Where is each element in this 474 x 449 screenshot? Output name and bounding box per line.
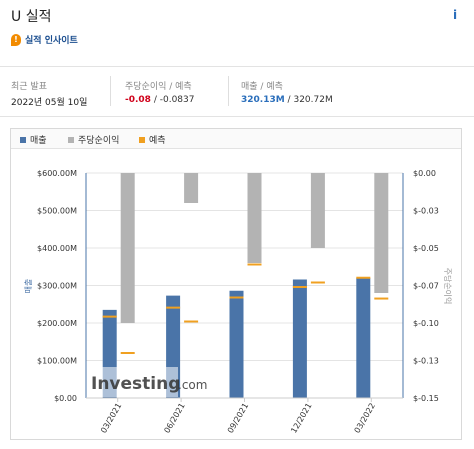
x-tick-label: 12/2021 (289, 402, 313, 435)
y-left-tick-label: $400.00M (37, 244, 77, 253)
y-left-tick-label: $100.00M (37, 357, 77, 366)
y-right-axis-label: 주당순이익 (443, 268, 453, 305)
legend-item-eps[interactable]: 주당순이익 (68, 133, 119, 146)
watermark-text: Investing (91, 374, 180, 394)
eps-bar (374, 173, 389, 293)
x-tick-label: 03/2021 (99, 402, 123, 435)
y-left-tick-label: $300.00M (37, 282, 77, 291)
y-right-tick-label: $-0.07 (413, 282, 439, 291)
stat-revenue-separator: / (284, 95, 291, 105)
x-tick-label: 06/2021 (162, 402, 186, 435)
y-right-tick-label: $0.00 (413, 169, 436, 178)
y-left-tick-label: $600.00M (37, 169, 77, 178)
revenue-bar (356, 277, 371, 398)
divider-bottom (0, 116, 474, 117)
eps-bar (184, 173, 199, 203)
legend-swatch-revenue (20, 136, 26, 143)
stat-separator (110, 76, 111, 106)
legend-label-revenue: 매출 (30, 136, 47, 146)
revenue-bar (292, 279, 307, 398)
legend-item-revenue[interactable]: 매출 (20, 133, 47, 146)
chart-container (10, 128, 462, 440)
stat-eps-forecast: -0.0837 (159, 95, 195, 105)
watermark-backdrop (90, 367, 178, 397)
x-tick-label: 09/2021 (226, 402, 250, 435)
stat-revenue-forecast: 320.72M (293, 95, 333, 105)
y-right-tick-label: $-0.03 (413, 207, 439, 216)
y-left-tick-label: $200.00M (37, 319, 77, 328)
earnings-insight-link[interactable]: ! 실적 인사이트 (11, 33, 78, 46)
divider-top (0, 66, 474, 67)
eps-bars (120, 173, 389, 323)
eps-bar (310, 173, 325, 248)
stat-last-release: 최근 발표 2022년 05월 10일 (11, 79, 87, 108)
stat-revenue-actual: 320.13M (241, 95, 285, 105)
y-right-tick-label: $-0.13 (413, 357, 439, 366)
watermark-suffix: .com (178, 378, 207, 392)
legend-label-forecast: 예측 (149, 136, 166, 146)
stat-eps-label: 주당순이익 / 예측 (125, 82, 192, 92)
forecast-markers (102, 263, 389, 354)
chart-grid (86, 172, 403, 399)
legend-swatch-eps (68, 136, 74, 143)
y-left-tick-label: $0.00 (54, 394, 77, 403)
earnings-insight-label: 실적 인사이트 (25, 36, 78, 46)
y-left-tick-label: $500.00M (37, 207, 77, 216)
investing-watermark: Investing .com (90, 367, 207, 397)
legend-label-eps: 주당순이익 (78, 136, 120, 146)
chart-legend: 매출 주당순이익 예측 (11, 129, 461, 149)
stat-separator (228, 76, 229, 106)
stat-revenue-values: 320.13M / 320.72M (241, 95, 333, 105)
legend-swatch-forecast (139, 136, 145, 143)
y-left-axis-label: 매출 (23, 279, 33, 294)
stat-eps-actual: -0.08 (125, 95, 151, 105)
y-right-tick-label: $-0.15 (413, 394, 439, 403)
stat-revenue: 매출 / 예측 320.13M / 320.72M (241, 79, 333, 105)
info-icon[interactable]: i (453, 8, 458, 22)
y-right-tick-label: $-0.10 (413, 319, 439, 328)
stat-revenue-label: 매출 / 예측 (241, 82, 283, 92)
x-tick-label: 03/2022 (353, 402, 377, 435)
y-right-tick-label: $-0.05 (413, 244, 439, 253)
lightbulb-icon: ! (11, 33, 21, 46)
eps-bar (120, 173, 135, 323)
stat-eps: 주당순이익 / 예측 -0.08 / -0.0837 (125, 79, 194, 105)
stat-last-release-label: 최근 발표 (11, 82, 47, 92)
stat-eps-separator: / (150, 95, 157, 105)
revenue-bar (229, 290, 244, 398)
stat-last-release-value: 2022년 05월 10일 (11, 98, 88, 108)
page-title: U 실적 (11, 9, 52, 25)
stat-eps-values: -0.08 / -0.0837 (125, 95, 194, 105)
legend-item-forecast[interactable]: 예측 (139, 133, 166, 146)
eps-bar (247, 173, 262, 263)
